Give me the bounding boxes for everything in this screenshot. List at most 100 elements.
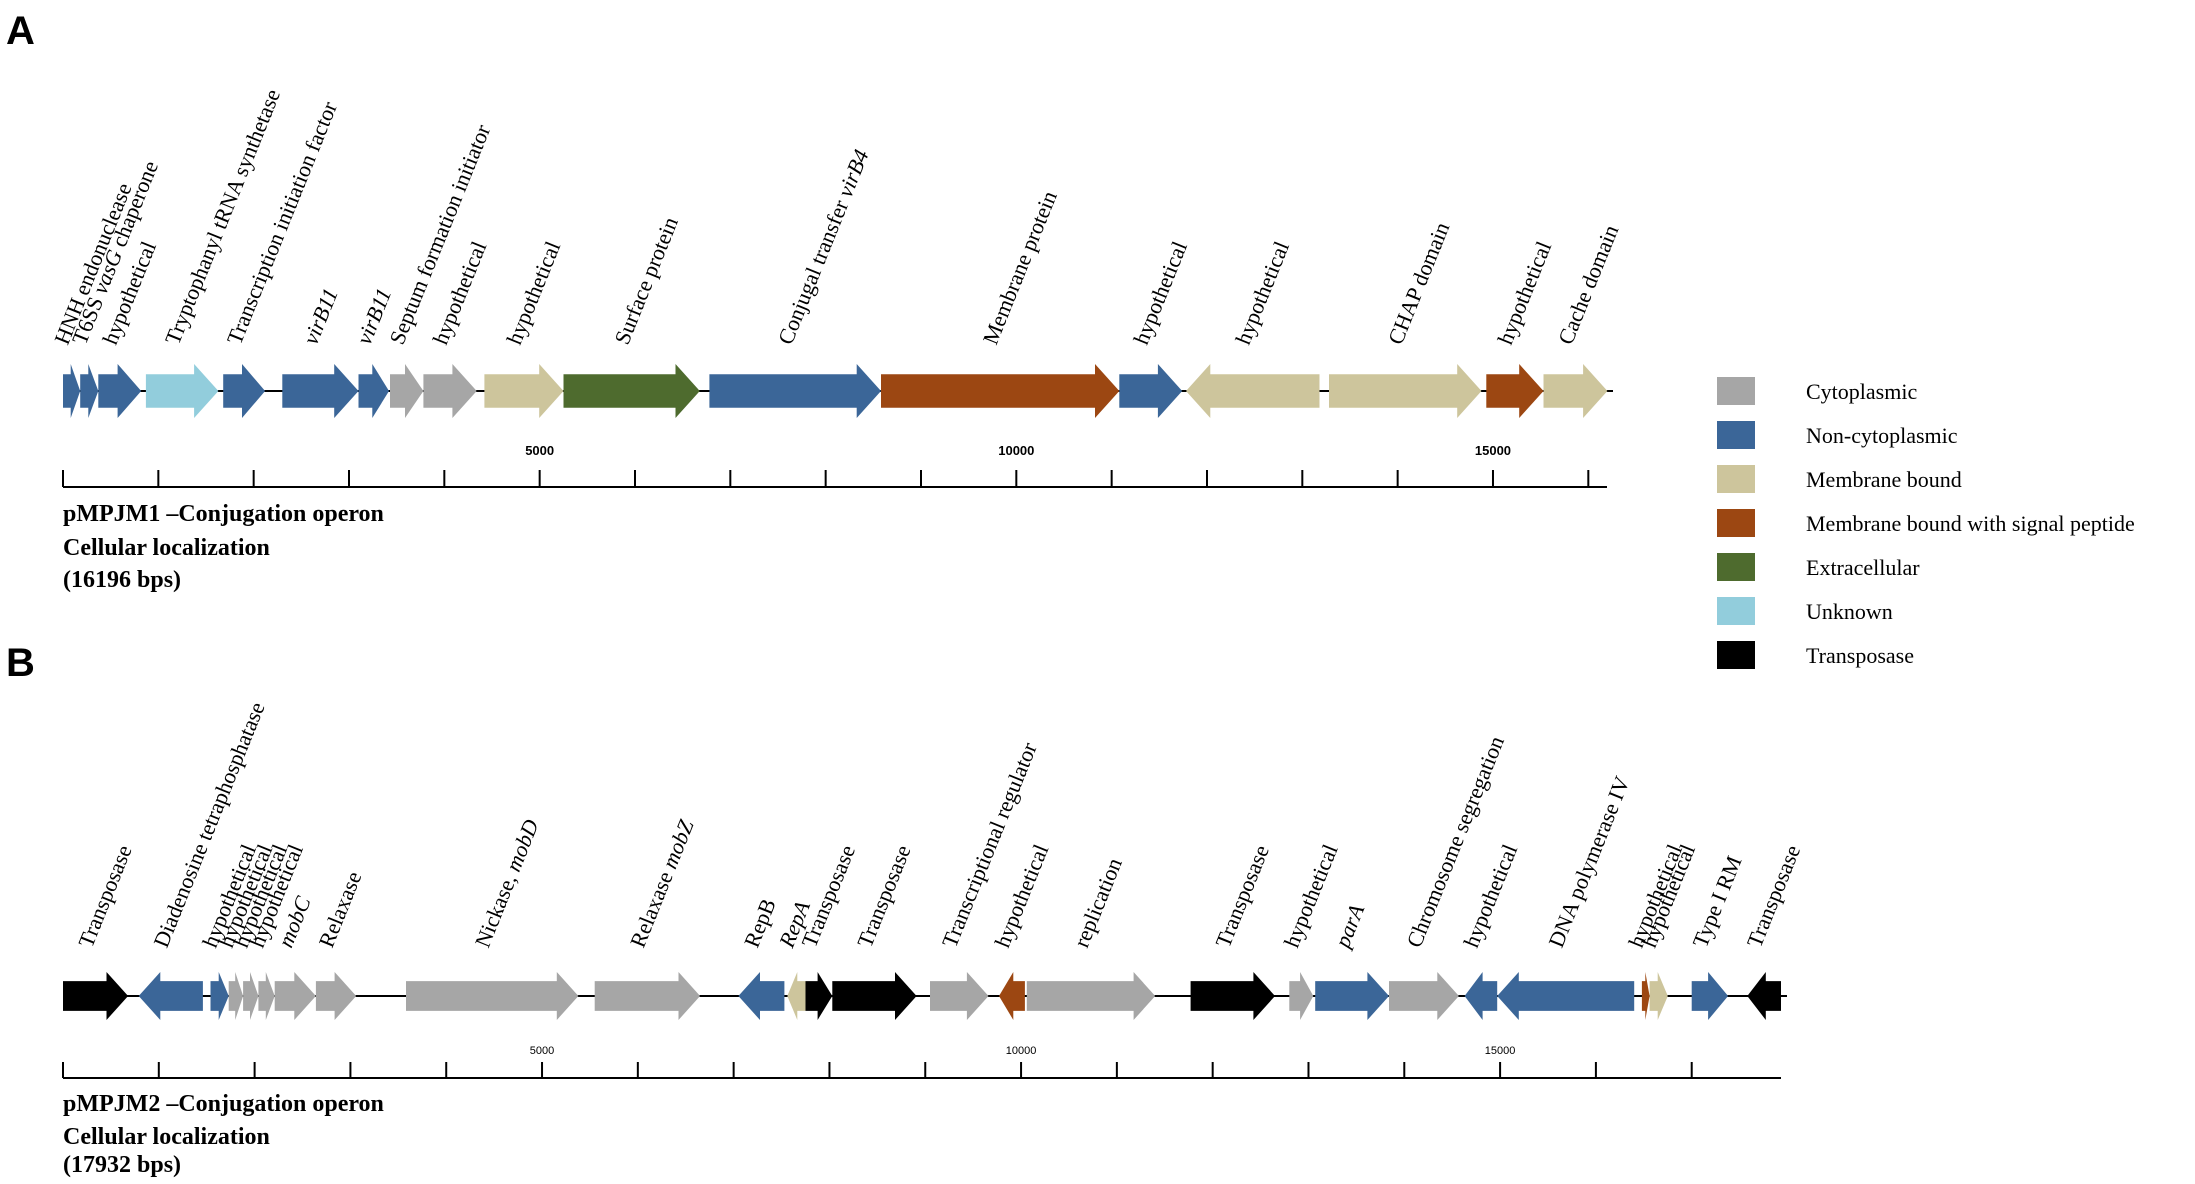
gene-arrow-hypothetical <box>98 364 142 418</box>
ruler-a: 5000 10000 15000 <box>62 443 1607 488</box>
gene-label-hypothetical: hypothetical <box>1128 238 1192 348</box>
panel-letter-a: A <box>6 9 35 53</box>
gene-arrow-hypothetical <box>1119 364 1183 418</box>
gene-label-dna-polymerase-iv: DNA polymerase IV <box>1543 773 1634 951</box>
gene-arrow-septum-formation-initiator <box>390 364 424 418</box>
legend-swatch-extracellular <box>1717 553 1755 581</box>
gene-arrow-hypothetical <box>1289 972 1314 1020</box>
gene-arrow-hypothetical <box>243 972 259 1020</box>
gene-label-para: parA <box>1329 900 1370 953</box>
gene-arrow-cache-domain <box>1543 364 1608 418</box>
gene-label-replication: replication <box>1068 854 1126 951</box>
legend-label-unknown: Unknown <box>1806 599 1893 624</box>
gene-label-virb11: virB11 <box>298 284 343 347</box>
gene-label-transposase: Transposase <box>1742 841 1806 950</box>
legend-label-extracellular: Extracellular <box>1806 555 1920 580</box>
gene-arrow-repb <box>738 972 785 1020</box>
gene-label-surface-protein: Surface protein <box>609 213 683 348</box>
panel-letter-b: B <box>6 641 35 685</box>
gene-label-type-i-rm: Type I RM <box>1687 852 1746 951</box>
gene-arrow-relaxase <box>315 972 357 1020</box>
gene-arrow-chromosome-segregation <box>1389 972 1459 1020</box>
gene-arrow-transcriptional-regulator <box>930 972 989 1020</box>
legend: Cytoplasmic Non-cytoplasmic Membrane bound… <box>1717 377 2135 669</box>
gene-label-nickase-mobd: Nickase, mobD <box>470 816 544 951</box>
gene-arrow-transposase <box>1747 972 1781 1020</box>
gene-arrow-transposase <box>63 972 129 1020</box>
legend-swatch-membrane-bound-with-signal-peptide <box>1717 509 1755 537</box>
ruler-tick-label-10000: 10000 <box>998 443 1034 458</box>
gene-arrow-type-i-rm <box>1691 972 1729 1020</box>
caption-a-subtitle: Cellular localization <box>63 535 270 561</box>
gene-arrow-replication <box>1026 972 1156 1020</box>
gene-arrow-chap-domain <box>1329 364 1482 418</box>
legend-label-membrane-bound: Membrane bound <box>1806 467 1962 492</box>
gene-arrow-t6ss-vasg-chaperone <box>80 364 99 418</box>
gene-arrow-surface-protein <box>563 364 700 418</box>
gene-arrow-nickase-mobd <box>406 972 579 1020</box>
gene-label-membrane-protein: Membrane protein <box>978 187 1062 348</box>
caption-b-title: pMPJM2 –Conjugation operon <box>63 1091 384 1117</box>
gene-arrow-tryptophanyl-trna-synthetase <box>145 364 219 418</box>
gene-label-hypothetical: hypothetical <box>1458 841 1522 951</box>
gene-arrow-hypothetical <box>1186 364 1320 418</box>
gene-label-hypothetical: hypothetical <box>501 238 565 348</box>
caption-b-subtitle: Cellular localization <box>63 1124 270 1150</box>
ruler-tick-label-15000: 15000 <box>1475 443 1511 458</box>
gene-label-transposase: Transposase <box>796 841 860 950</box>
gene-arrow-mobc <box>274 972 316 1020</box>
gene-arrow-dna-polymerase-iv <box>1497 972 1635 1020</box>
caption-a-title: pMPJM1 –Conjugation operon <box>63 501 384 527</box>
gene-arrow-hypothetical <box>1649 972 1668 1020</box>
gene-label-hypothetical: hypothetical <box>989 841 1053 951</box>
caption-b-length: (17932 bps) <box>63 1152 181 1178</box>
gene-arrow-hypothetical <box>258 972 275 1020</box>
ruler-tick-label-5000: 5000 <box>525 443 554 458</box>
gene-label-transposase: Transposase <box>852 841 916 950</box>
gene-arrow-hypothetical <box>210 972 229 1020</box>
gene-arrow-transposase <box>1190 972 1275 1020</box>
legend-swatch-non-cytoplasmic <box>1717 421 1755 449</box>
gene-arrow-hypothetical <box>1464 972 1498 1020</box>
legend-label-cytoplasmic: Cytoplasmic <box>1806 379 1917 404</box>
gene-label-chap-domain: CHAP domain <box>1383 219 1455 348</box>
gene-label-transposase: Transposase <box>73 841 137 950</box>
legend-swatch-unknown <box>1717 597 1755 625</box>
gene-label-relaxase-mobz: Relaxase mobZ <box>625 816 699 951</box>
gene-label-relaxase: Relaxase <box>313 868 366 951</box>
gene-arrow-hypothetical <box>999 972 1025 1020</box>
gene-arrow-membrane-protein <box>881 364 1120 418</box>
gene-arrow-hypothetical <box>423 364 477 418</box>
legend-swatch-transposase <box>1717 641 1755 669</box>
gene-arrow-hypothetical <box>484 364 564 418</box>
ruler-tick-label-15000: 15000 <box>1485 1045 1516 1057</box>
gene-arrow-para <box>1315 972 1389 1020</box>
gene-arrow-relaxase-mobz <box>594 972 701 1020</box>
gene-label-hypothetical: hypothetical <box>1230 238 1294 348</box>
gene-arrow-conjugal-transfer-virb4 <box>709 364 881 418</box>
gene-arrow-repa <box>787 972 806 1020</box>
gene-arrow-hnh-endonuclease <box>63 364 81 418</box>
caption-a-length: (16196 bps) <box>63 567 181 593</box>
legend-label-non-cytoplasmic: Non-cytoplasmic <box>1806 423 1958 448</box>
gene-arrow-diadenosine-tetraphosphatase <box>138 972 203 1020</box>
ruler-b: 5000 10000 15000 <box>62 1045 1781 1079</box>
gene-track-b: Transposase Diadenosine tetraphosphataseh… <box>63 699 1805 1020</box>
legend-swatch-cytoplasmic <box>1717 377 1755 405</box>
gene-label-cache-domain: Cache domain <box>1553 221 1624 348</box>
gene-arrow-hypothetical <box>228 972 244 1020</box>
legend-label-transposase: Transposase <box>1806 643 1914 668</box>
panel-b: B Transposase Diadenosine tetraphosphatas… <box>6 641 1805 1178</box>
gene-arrow-virb11 <box>358 364 389 418</box>
gene-arrow-transposase <box>832 972 917 1020</box>
gene-label-hypothetical: hypothetical <box>1492 238 1556 348</box>
gene-arrow-virb11 <box>282 364 359 418</box>
legend-label-membrane-bound-with-signal-peptide: Membrane bound with signal peptide <box>1806 511 2135 536</box>
ruler-tick-label-5000: 5000 <box>530 1045 554 1057</box>
gene-label-transcriptional-regulator: Transcriptional regulator <box>937 738 1042 951</box>
ruler-tick-label-10000: 10000 <box>1006 1045 1037 1057</box>
gene-arrow-transcription-initiation-factor <box>223 364 266 418</box>
